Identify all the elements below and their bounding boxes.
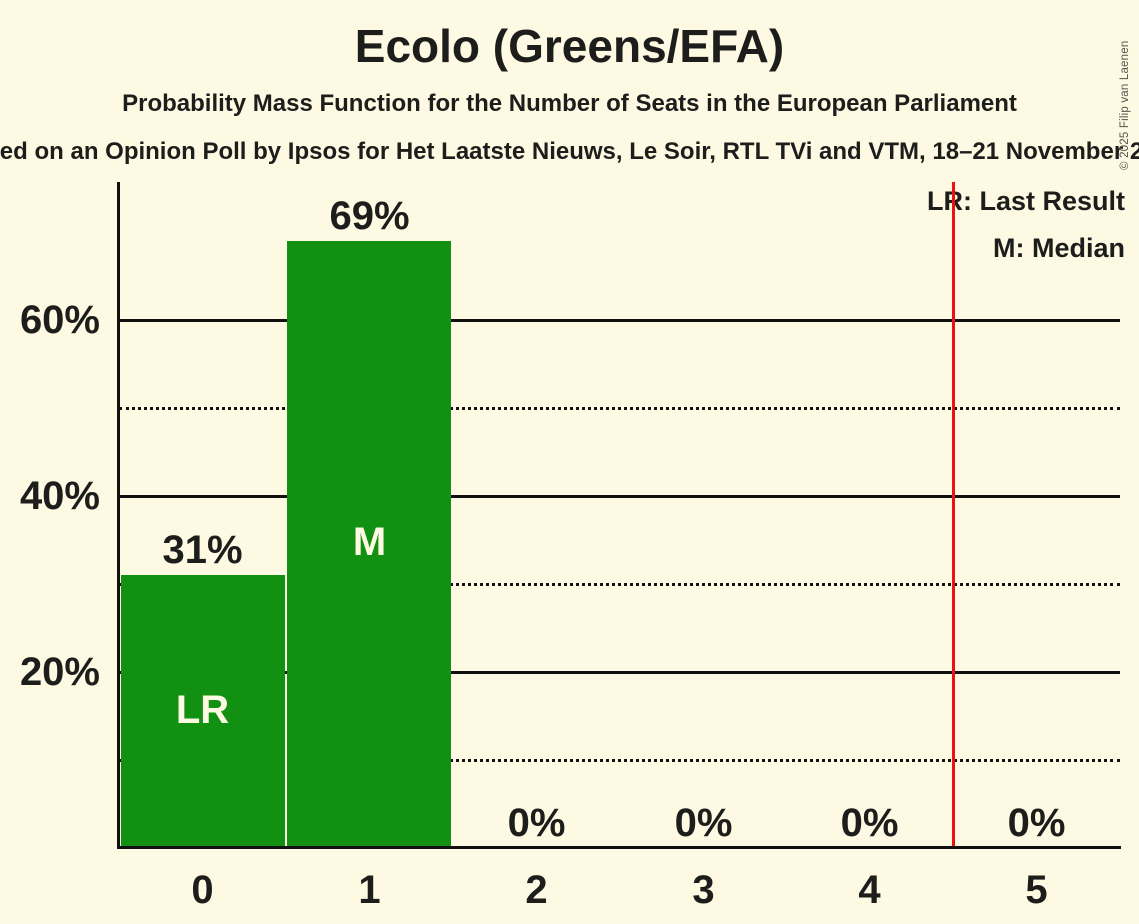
chart-title: Ecolo (Greens/EFA) <box>354 20 785 72</box>
y-axis-line <box>117 182 120 849</box>
x-axis-label-5: 5 <box>1025 868 1048 912</box>
bar-annotation-m: M <box>352 520 387 564</box>
subtitle-row: Probability Mass Function for the Number… <box>0 90 1139 118</box>
legend-median: M: Median <box>993 233 1125 263</box>
y-axis-label-20: 20% <box>19 650 100 694</box>
gridline-dotted-50 <box>119 407 1120 410</box>
gridline-dotted-10 <box>119 759 1120 762</box>
gridline-dotted-30 <box>119 583 1120 586</box>
bar-value-label-3: 0% <box>674 801 733 845</box>
bar-value-label-0: 31% <box>162 528 243 572</box>
last-result-threshold-line <box>952 182 955 848</box>
gridline-solid-20 <box>119 671 1120 674</box>
chart-subtitle: Probability Mass Function for the Number… <box>122 90 1017 117</box>
gridline-solid-40 <box>119 495 1120 498</box>
bar-annotation-lr: LR <box>175 688 230 732</box>
gridline-solid-60 <box>119 319 1120 322</box>
legend-last-result: LR: Last Result <box>926 186 1125 216</box>
bar-value-label-4: 0% <box>840 801 899 845</box>
x-axis-label-4: 4 <box>858 868 881 912</box>
source-row: Based on an Opinion Poll by Ipsos for He… <box>0 138 1139 166</box>
x-axis-line <box>117 846 1121 849</box>
chart-source-line: Based on an Opinion Poll by Ipsos for He… <box>0 138 1139 165</box>
title-row: Ecolo (Greens/EFA) <box>0 20 1139 72</box>
bar-value-label-1: 69% <box>329 194 410 238</box>
copyright-notice: © 2025 Filip van Laenen <box>1119 40 1131 170</box>
bar-seats-1 <box>287 241 451 848</box>
bar-seats-0 <box>121 575 285 848</box>
x-axis-label-0: 0 <box>191 868 214 912</box>
x-axis-label-2: 2 <box>525 868 548 912</box>
bar-value-label-2: 0% <box>507 801 566 845</box>
y-axis-label-60: 60% <box>19 298 100 342</box>
bar-value-label-5: 0% <box>1007 801 1066 845</box>
x-axis-label-3: 3 <box>692 868 715 912</box>
x-axis-label-1: 1 <box>358 868 381 912</box>
y-axis-label-40: 40% <box>19 474 100 518</box>
